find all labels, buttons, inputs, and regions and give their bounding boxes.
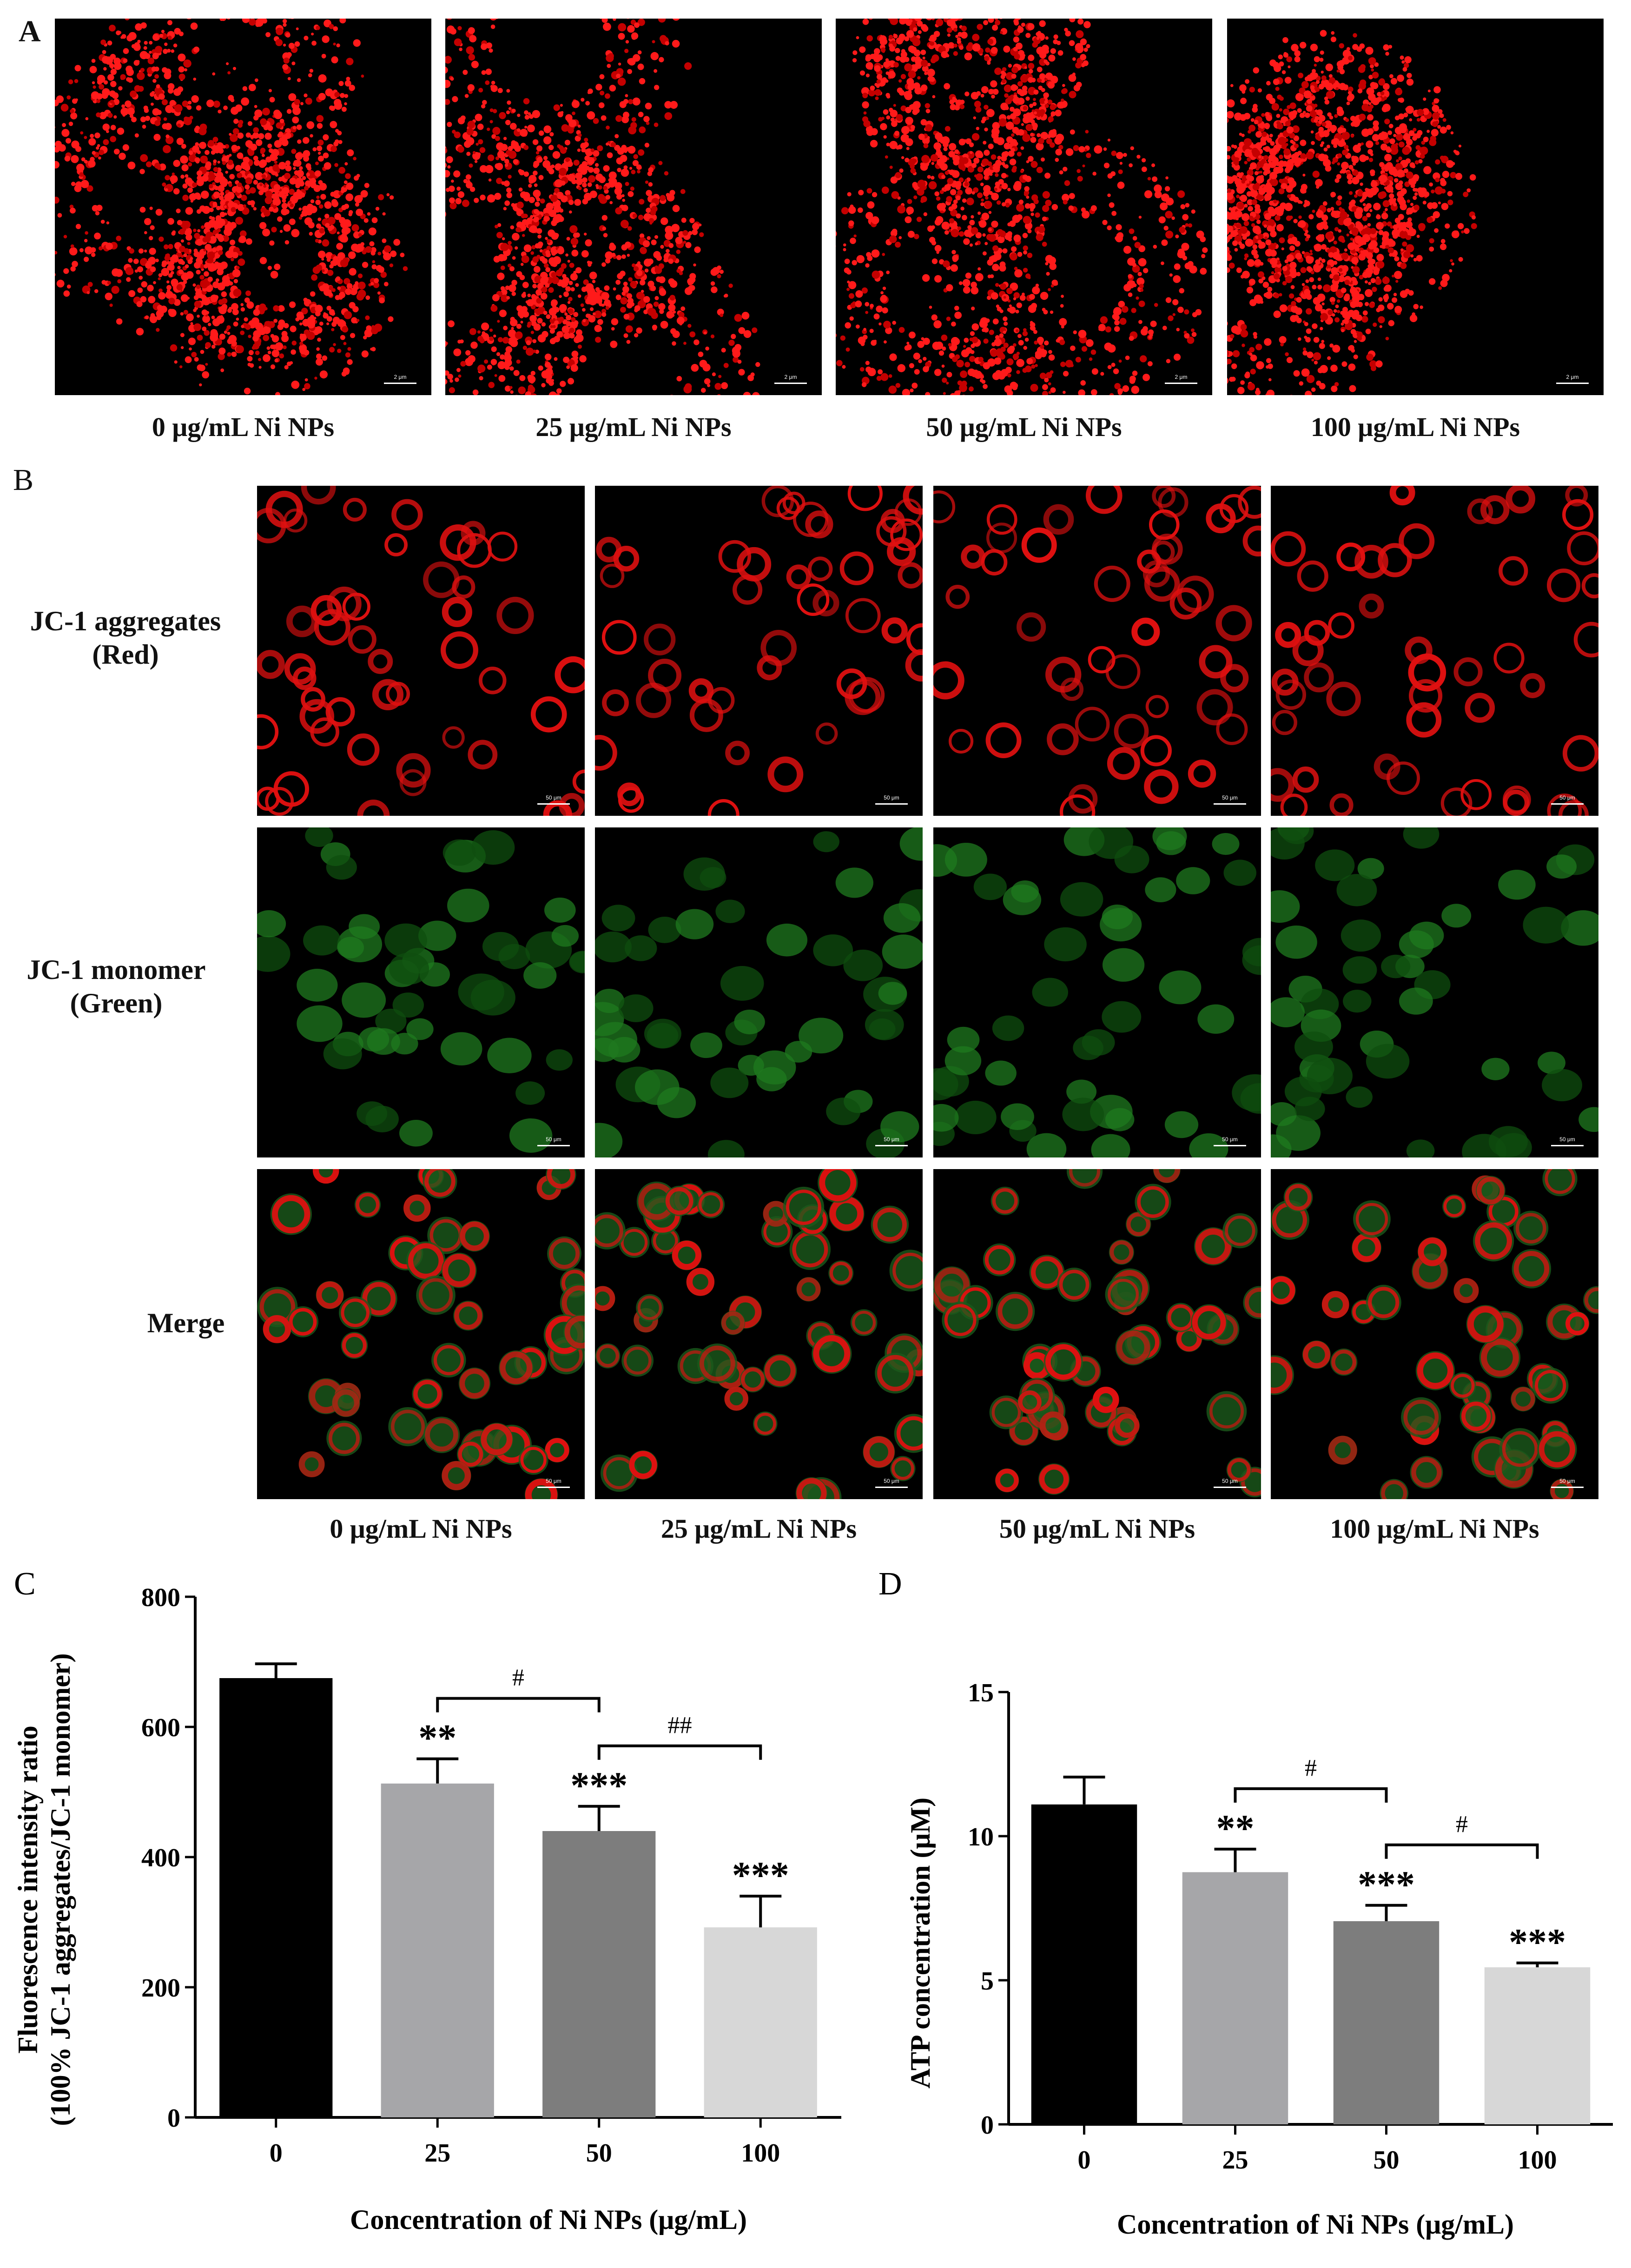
micrograph-b-red-3: 50 μm (1271, 486, 1598, 816)
panel-b-caption: 100 μg/mL Ni NPs (1330, 1514, 1539, 1544)
significance-marker: *** (1358, 1863, 1415, 1905)
scale-bar: 50 μm (1551, 794, 1584, 806)
scale-bar: 2 μm (1165, 374, 1197, 385)
y-tick-label: 200 (141, 1974, 180, 2003)
chart-c: C Fluorescence intensity ratio (100% JC-… (13, 1566, 841, 2235)
bracket-label: ## (668, 1712, 692, 1739)
micrograph-a-0: 2 μm (55, 19, 431, 395)
scale-bar: 2 μm (384, 374, 416, 385)
x-tick-label: 0 (270, 2139, 283, 2168)
chart-d-xlabel: Concentration of Ni NPs (μg/mL) (1117, 2209, 1514, 2240)
scale-bar: 50 μm (537, 1136, 570, 1147)
chart-d-ylabel: ATP concentration (μM) (905, 1798, 936, 2089)
bar-0 (219, 1678, 333, 2117)
panel-b-caption: 25 μg/mL Ni NPs (660, 1514, 857, 1544)
significance-bracket (436, 1697, 601, 1713)
row-label-jc1-monomer: JC-1 monomer (Green) (26, 954, 206, 1018)
significance-marker: *** (1509, 1921, 1566, 1963)
panel-letter-c: C (14, 1566, 36, 1602)
y-tick-label: 5 (981, 1967, 994, 1996)
chart-c-ylabel-line1: Fluorescence intensity ratio (13, 1726, 43, 2053)
micrograph-b-merge-0: 50 μm (257, 1169, 585, 1499)
bar-0 (1031, 1804, 1137, 2124)
micrograph-b-green-2: 50 μm (933, 827, 1261, 1157)
micrograph-a-3: 2 μm (1227, 19, 1604, 395)
scale-bar: 50 μm (1551, 1478, 1584, 1489)
micrograph-a-2: 2 μm (836, 19, 1212, 395)
x-tick-label: 25 (1222, 2146, 1248, 2175)
scale-bar: 50 μm (875, 1136, 908, 1147)
scale-bar: 2 μm (1556, 374, 1589, 385)
bar-25 (1182, 1872, 1288, 2124)
panel-a-caption: 100 μg/mL Ni NPs (1310, 412, 1520, 442)
significance-bracket (1234, 1787, 1388, 1803)
panel-letter-b: B (13, 463, 34, 497)
row-label-merge: Merge (147, 1308, 225, 1338)
micrograph-b-red-1: 50 μm (595, 486, 923, 816)
x-tick-label: 100 (1518, 2146, 1557, 2175)
panel-a-caption: 0 μg/mL Ni NPs (152, 412, 335, 442)
panel-letter-d: D (878, 1566, 902, 1602)
bar-100 (704, 1927, 817, 2117)
significance-marker: *** (570, 1764, 627, 1806)
bar-25 (381, 1783, 494, 2117)
y-tick-label: 15 (968, 1679, 994, 1707)
scale-bar: 50 μm (875, 794, 908, 806)
x-tick-label: 100 (741, 2139, 780, 2168)
significance-bracket (1385, 1843, 1539, 1859)
significance-marker: ** (418, 1717, 456, 1759)
bracket-label: # (1456, 1811, 1468, 1838)
bar-50 (542, 1831, 656, 2117)
scale-bar: 50 μm (1214, 794, 1246, 806)
chart-c-xlabel: Concentration of Ni NPs (μg/mL) (350, 2204, 747, 2235)
scale-bar: 50 μm (1551, 1136, 1584, 1147)
bar-100 (1484, 1967, 1591, 2124)
micrograph-b-merge-1: 50 μm (595, 1169, 923, 1499)
y-tick-label: 0 (981, 2111, 994, 2140)
chart-c-ylabel-line2: (100% JC-1 aggregates/JC-1 monomer) (45, 1653, 76, 2126)
y-tick-label: 800 (141, 1583, 180, 1612)
significance-marker: *** (732, 1854, 789, 1896)
bracket-label: # (1305, 1755, 1317, 1781)
chart-d: D ATP concentration (μM) Concentration o… (878, 1566, 1613, 2240)
x-tick-label: 50 (1373, 2146, 1400, 2175)
y-tick-label: 600 (141, 1713, 180, 1742)
panel-letter-a: A (19, 14, 41, 48)
y-tick-label: 10 (968, 1823, 994, 1851)
micrograph-b-green-1: 50 μm (595, 827, 923, 1157)
micrograph-b-red-0: 50 μm (257, 486, 585, 816)
micrograph-b-merge-2: 50 μm (933, 1169, 1261, 1499)
scale-bar: 50 μm (537, 1478, 570, 1489)
micrograph-a-1: 2 μm (445, 19, 822, 395)
scale-bar: 50 μm (1214, 1478, 1246, 1489)
micrograph-b-red-2: 50 μm (933, 486, 1261, 816)
x-tick-label: 0 (1078, 2146, 1091, 2175)
y-tick-label: 0 (167, 2104, 180, 2133)
scale-bar: 50 μm (537, 794, 570, 806)
y-tick-label: 400 (141, 1844, 180, 1872)
scale-bar: 50 μm (1214, 1136, 1246, 1147)
x-tick-label: 50 (586, 2139, 612, 2168)
row-label-jc1-aggregates: JC-1 aggregates (Red) (30, 606, 221, 670)
significance-marker: ** (1216, 1807, 1255, 1849)
panel-a-caption: 25 μg/mL Ni NPs (535, 412, 732, 442)
panel-b-caption: 50 μg/mL Ni NPs (999, 1514, 1195, 1544)
micrograph-b-green-3: 50 μm (1271, 827, 1598, 1157)
significance-bracket (597, 1744, 762, 1760)
scale-bar: 50 μm (875, 1478, 908, 1489)
micrograph-b-merge-3: 50 μm (1271, 1169, 1598, 1499)
scale-bar: 2 μm (774, 374, 807, 385)
panel-b-caption: 0 μg/mL Ni NPs (330, 1514, 512, 1544)
bracket-label: # (512, 1665, 524, 1691)
panel-a-caption: 50 μg/mL Ni NPs (926, 412, 1122, 442)
x-tick-label: 25 (424, 2139, 450, 2168)
bar-50 (1333, 1921, 1440, 2124)
micrograph-b-green-0: 50 μm (257, 827, 585, 1157)
